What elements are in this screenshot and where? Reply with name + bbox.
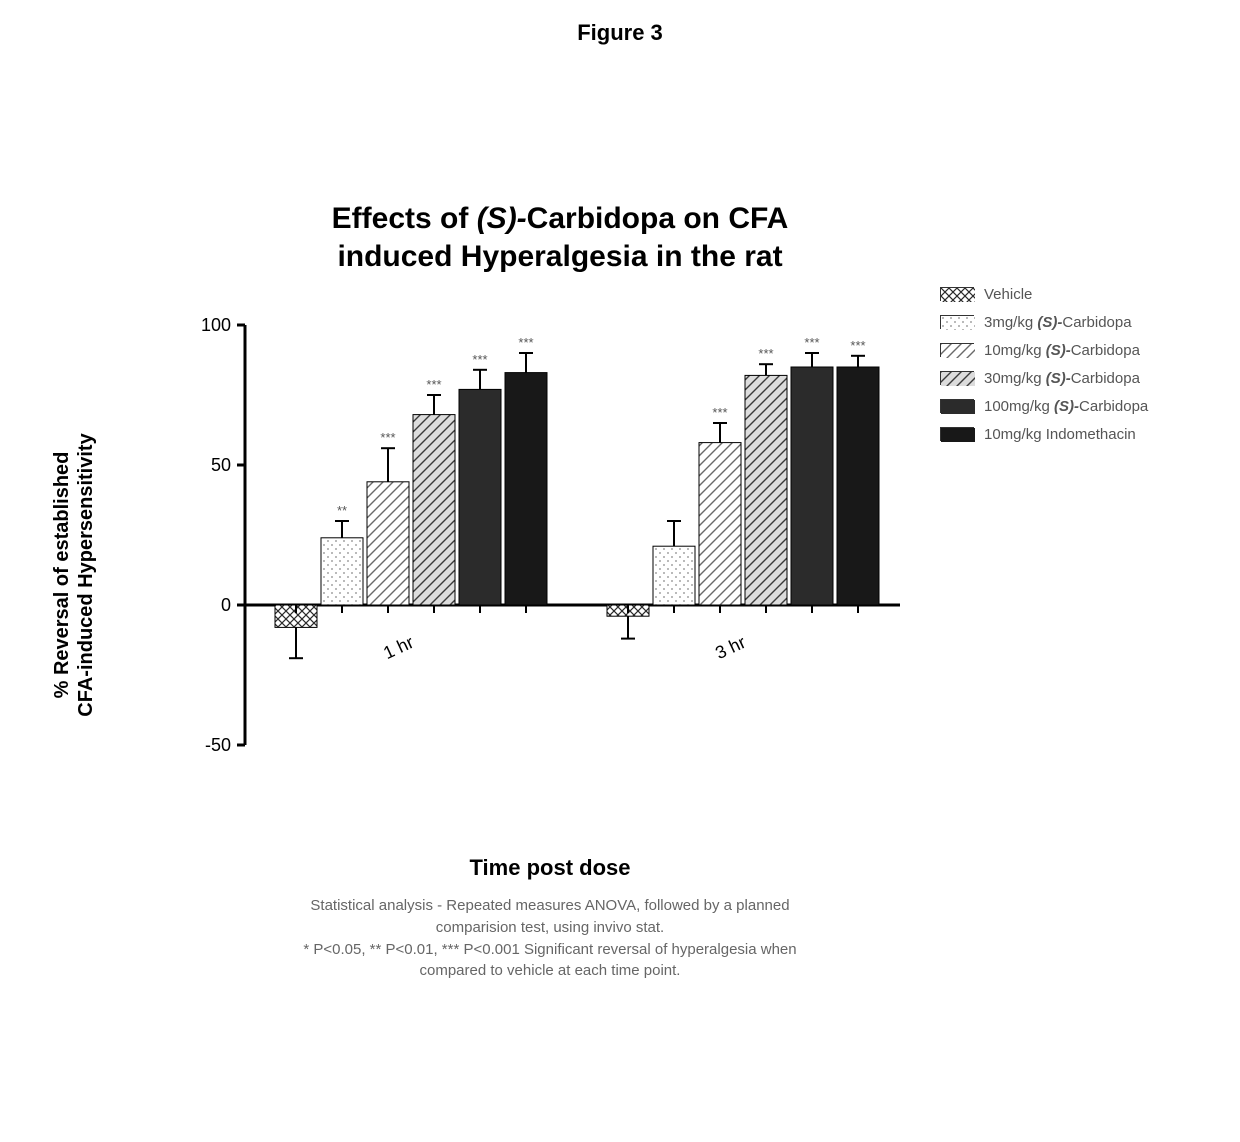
svg-text:100: 100	[201, 315, 231, 335]
legend: Vehicle 3mg/kg (S)-Carbidopa 10mg/kg (S)-C…	[940, 285, 1148, 453]
svg-text:***: ***	[850, 338, 865, 353]
bar	[321, 538, 363, 605]
svg-text:***: ***	[472, 352, 487, 367]
chart-region: Effects of (S)-Carbidopa on CFA induced …	[60, 200, 1180, 835]
bar-chart: -50050100**************1 hr************3…	[190, 315, 910, 795]
svg-text:***: ***	[426, 377, 441, 392]
title-line1-post: Carbidopa on CFA	[527, 202, 789, 235]
y-label-line1: % Reversal of established	[51, 452, 73, 699]
bar	[367, 482, 409, 605]
svg-text:**: **	[337, 503, 347, 518]
legend-item: 10mg/kg Indomethacin	[940, 425, 1148, 443]
bar	[791, 367, 833, 605]
svg-text:0: 0	[221, 595, 231, 615]
svg-text:***: ***	[712, 405, 727, 420]
legend-item: 10mg/kg (S)-Carbidopa	[940, 341, 1148, 359]
legend-label: 100mg/kg (S)-Carbidopa	[984, 398, 1148, 415]
legend-label: 10mg/kg (S)-Carbidopa	[984, 342, 1140, 359]
title-line1-italic: (S)-	[477, 202, 527, 235]
bar	[653, 546, 695, 605]
bar	[459, 389, 501, 605]
legend-swatch	[940, 343, 974, 357]
figure-label: Figure 3	[0, 20, 1240, 46]
bar	[837, 367, 879, 605]
legend-swatch	[940, 371, 974, 385]
legend-item: Vehicle	[940, 285, 1148, 303]
legend-label: 3mg/kg (S)-Carbidopa	[984, 314, 1132, 331]
legend-swatch	[940, 427, 974, 441]
svg-text:50: 50	[211, 455, 231, 475]
legend-item: 100mg/kg (S)-Carbidopa	[940, 397, 1148, 415]
y-label-line2: CFA-induced Hypersensitivity	[75, 433, 97, 716]
footnote-line2: comparision test, using invivo stat.	[436, 919, 664, 936]
footnote-line3: * P<0.05, ** P<0.01, *** P<0.001 Signifi…	[303, 941, 796, 958]
bar	[413, 415, 455, 605]
svg-text:1 hr: 1 hr	[380, 632, 417, 663]
legend-label: Vehicle	[984, 286, 1032, 303]
bar	[505, 373, 547, 605]
legend-label: 30mg/kg (S)-Carbidopa	[984, 370, 1140, 387]
legend-swatch	[940, 287, 974, 301]
legend-label: 10mg/kg Indomethacin	[984, 426, 1136, 443]
title-line1-pre: Effects of	[332, 202, 477, 235]
footnote-line1: Statistical analysis - Repeated measures…	[310, 897, 789, 914]
footnote: Statistical analysis - Repeated measures…	[190, 895, 910, 982]
svg-text:***: ***	[518, 335, 533, 350]
svg-text:-50: -50	[205, 735, 231, 755]
plot-wrap: % Reversal of established CFA-induced Hy…	[60, 315, 1180, 835]
svg-text:***: ***	[804, 335, 819, 350]
svg-text:***: ***	[380, 430, 395, 445]
title-line2: induced Hyperalgesia in the rat	[337, 240, 782, 273]
x-axis-title: Time post dose	[190, 855, 910, 881]
svg-text:3 hr: 3 hr	[712, 632, 749, 663]
legend-swatch	[940, 315, 974, 329]
footnote-line4: compared to vehicle at each time point.	[420, 962, 681, 979]
legend-item: 30mg/kg (S)-Carbidopa	[940, 369, 1148, 387]
legend-item: 3mg/kg (S)-Carbidopa	[940, 313, 1148, 331]
legend-swatch	[940, 399, 974, 413]
bar	[745, 375, 787, 605]
bar	[699, 443, 741, 605]
svg-text:***: ***	[758, 346, 773, 361]
chart-title: Effects of (S)-Carbidopa on CFA induced …	[180, 200, 940, 275]
